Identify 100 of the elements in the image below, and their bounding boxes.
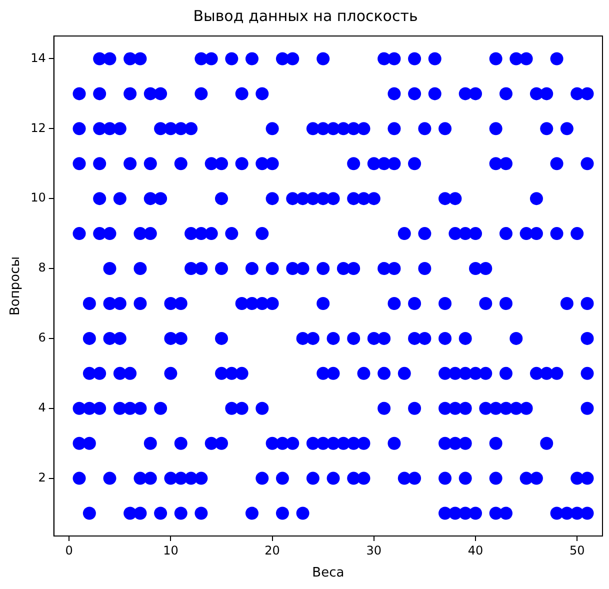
point: [235, 366, 248, 380]
point: [580, 332, 594, 345]
point: [520, 402, 533, 415]
point: [316, 52, 330, 66]
point: [489, 52, 502, 66]
point: [408, 402, 422, 415]
point: [326, 192, 340, 206]
point: [225, 227, 238, 240]
point: [580, 366, 594, 380]
point: [245, 262, 258, 276]
point: [438, 296, 452, 310]
point: [388, 122, 401, 136]
y-tick-label: 2: [38, 470, 46, 484]
y-tick-label: 6: [38, 330, 46, 345]
point: [124, 366, 137, 380]
point: [326, 332, 340, 345]
point: [458, 332, 472, 345]
point: [276, 472, 289, 485]
point: [388, 157, 401, 170]
point: [530, 192, 543, 206]
point: [266, 122, 279, 136]
point: [204, 227, 218, 240]
point: [357, 472, 370, 485]
point: [347, 262, 360, 276]
point: [489, 122, 502, 136]
point: [479, 262, 492, 276]
point: [418, 227, 432, 240]
point: [134, 506, 147, 520]
point: [235, 87, 248, 100]
point: [448, 192, 462, 206]
point: [510, 332, 523, 345]
point: [144, 436, 157, 450]
point: [174, 436, 188, 450]
point: [256, 472, 269, 485]
point: [174, 157, 188, 170]
point: [499, 506, 512, 520]
point: [398, 227, 411, 240]
point: [82, 296, 96, 310]
point: [266, 296, 279, 310]
point: [499, 366, 512, 380]
point: [82, 506, 96, 520]
point: [388, 87, 401, 100]
point: [560, 296, 574, 310]
point: [266, 157, 279, 170]
point: [408, 472, 422, 485]
point: [428, 87, 442, 100]
point: [144, 157, 157, 170]
point: [124, 157, 137, 170]
point: [418, 122, 432, 136]
point: [469, 87, 482, 100]
point: [388, 436, 401, 450]
point: [326, 472, 340, 485]
point: [72, 157, 86, 170]
point: [367, 192, 380, 206]
point: [103, 262, 116, 276]
point: [72, 122, 86, 136]
y-tick-label: 4: [38, 400, 46, 415]
point: [550, 227, 564, 240]
point: [580, 506, 594, 520]
point: [184, 122, 198, 136]
point: [225, 52, 238, 66]
point: [469, 227, 482, 240]
point: [479, 366, 492, 380]
y-tick-label: 10: [30, 190, 46, 205]
point: [215, 192, 228, 206]
point: [408, 296, 422, 310]
point: [540, 122, 554, 136]
point: [154, 192, 168, 206]
y-tick-label: 14: [30, 50, 46, 65]
point: [134, 262, 147, 276]
point: [103, 52, 116, 66]
point: [113, 122, 126, 136]
point: [540, 436, 554, 450]
point: [103, 227, 116, 240]
point: [357, 122, 370, 136]
point: [357, 366, 370, 380]
point: [550, 366, 564, 380]
point: [499, 87, 512, 100]
point: [347, 157, 360, 170]
point: [296, 262, 310, 276]
point: [479, 296, 492, 310]
point: [256, 227, 269, 240]
point: [378, 332, 391, 345]
point: [215, 436, 228, 450]
point: [580, 296, 594, 310]
point: [174, 506, 188, 520]
point: [82, 332, 96, 345]
point: [194, 87, 208, 100]
point: [388, 296, 401, 310]
point: [438, 332, 452, 345]
point: [144, 227, 157, 240]
point: [134, 402, 147, 415]
point: [530, 472, 543, 485]
point: [499, 296, 512, 310]
point: [489, 436, 502, 450]
point: [398, 366, 411, 380]
point: [458, 402, 472, 415]
point: [428, 52, 442, 66]
point: [438, 472, 452, 485]
point: [93, 87, 106, 100]
